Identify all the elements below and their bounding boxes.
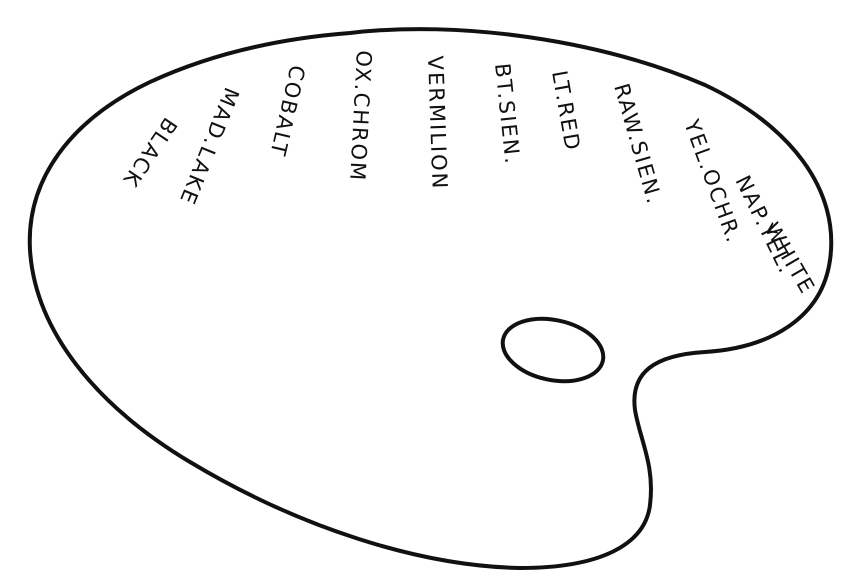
paint-label-vermilion: VERMILION (423, 55, 452, 190)
palette-outline (27, 27, 834, 570)
thumb-hole (500, 316, 606, 384)
